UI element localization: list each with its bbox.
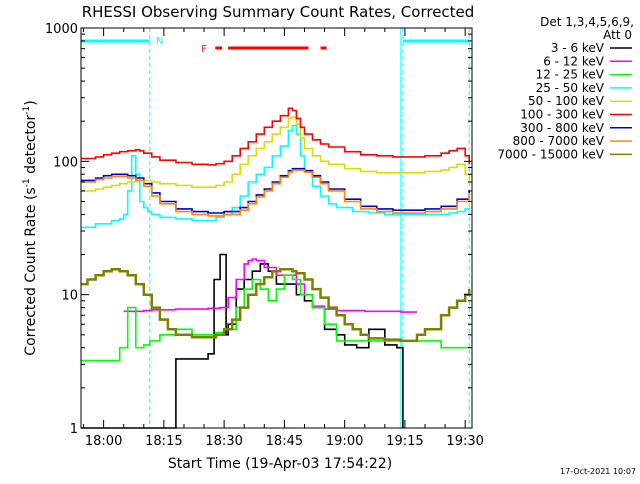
y-axis: 1 10 100 1000 <box>45 22 472 437</box>
y-axis-label-mid: detector <box>23 115 39 179</box>
y-axis-label-end: ) <box>23 100 39 105</box>
y-axis-label-sup2: -1 <box>22 106 32 115</box>
series-line-3 <box>81 124 471 229</box>
series-line-5 <box>81 107 471 166</box>
series-line-2 <box>81 274 470 362</box>
timestamp-stamp: 17-Oct-2021 10:07 <box>560 467 636 476</box>
legend-label-0: 3 - 6 keV <box>551 41 605 55</box>
x-axis: 18:00 18:15 18:30 18:45 19:00 19:15 19:30 <box>83 28 484 449</box>
legend-label-2: 12 - 25 keV <box>536 68 605 82</box>
x-tick-label-2: 18:30 <box>205 434 242 449</box>
x-tick-label-4: 19:00 <box>326 434 363 449</box>
x-tick-label-5: 19:15 <box>386 434 423 449</box>
legend-label-3: 25 - 50 keV <box>536 81 605 95</box>
x-tick-label-6: 19:30 <box>446 434 483 449</box>
y-axis-label-main: Corrected Count Rate (s <box>23 187 39 355</box>
chart-title: RHESSI Observing Summary Count Rates, Co… <box>82 3 475 21</box>
legend-label-6: 300 - 800 keV <box>520 121 604 135</box>
y-tick-label-1: 10 <box>61 289 78 304</box>
legend-label-7: 800 - 7000 keV <box>513 134 605 148</box>
y-tick-label-3: 1000 <box>45 22 78 37</box>
plot-frame <box>80 27 473 429</box>
y-tick-label-2: 100 <box>53 155 78 170</box>
legend-header-line-2: Att 0 <box>603 28 632 42</box>
legend-header-line-1: Det 1,3,4,5,6,9, <box>540 15 634 29</box>
legend-label-1: 6 - 12 keV <box>543 54 605 68</box>
x-axis-label: Start Time (19-Apr-03 17:54:22) <box>168 456 392 472</box>
x-tick-label-3: 18:45 <box>266 434 303 449</box>
plot-area: NF <box>81 28 471 429</box>
legend-label-5: 100 - 300 keV <box>520 108 604 122</box>
y-axis-label: Corrected Count Rate (s-1 detector-1) <box>22 100 39 355</box>
y-tick-label-0: 1 <box>70 422 78 437</box>
x-tick-label-1: 18:15 <box>145 434 182 449</box>
x-tick-label-0: 18:00 <box>85 434 122 449</box>
legend-label-8: 7000 - 15000 keV <box>497 147 604 161</box>
night-flag-label: N <box>156 36 163 47</box>
flare-flag-label: F <box>201 44 207 55</box>
legend-label-4: 50 - 100 keV <box>528 94 605 108</box>
y-axis-label-sup1: -1 <box>22 178 32 187</box>
series-line-7 <box>81 169 471 217</box>
series-line-8 <box>81 268 471 343</box>
